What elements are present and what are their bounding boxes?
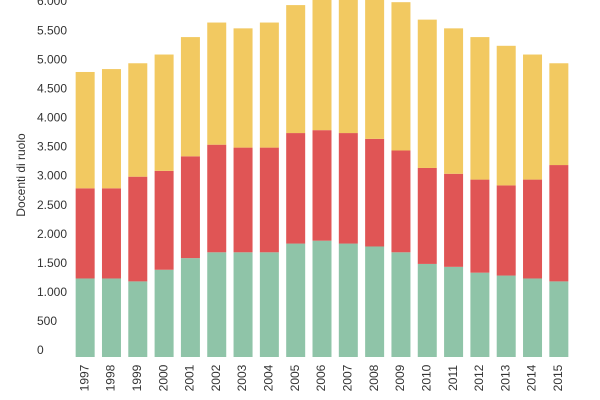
- bar-segment: [549, 281, 569, 357]
- bar-segment: [75, 71, 95, 189]
- bar-segment: [154, 54, 174, 171]
- bar-segment: [365, 246, 385, 357]
- bar-segment: [444, 266, 464, 357]
- y-axis-label: Docenti di ruolo: [14, 133, 28, 217]
- x-tick-label: 2014: [525, 364, 539, 391]
- bar-segment: [496, 275, 516, 357]
- bar-segment: [523, 54, 543, 180]
- bar-segment: [207, 144, 227, 253]
- bar-segment: [417, 263, 437, 357]
- bar-segment: [180, 258, 200, 357]
- x-tick-label: 2010: [419, 364, 433, 391]
- bar-segment: [75, 278, 95, 357]
- bar-segment: [365, 138, 385, 247]
- y-tick-label: 5.500: [37, 23, 67, 37]
- x-tick-label: 2002: [209, 364, 223, 391]
- bar-segment: [444, 28, 464, 174]
- bar-segment: [523, 179, 543, 279]
- y-tick-label: 2.000: [37, 227, 67, 241]
- bar-segment: [101, 69, 121, 189]
- y-tick-label: 0: [37, 343, 44, 357]
- y-tick-label: 1.000: [37, 285, 67, 299]
- bar-segment: [286, 243, 306, 357]
- x-tick-label: 1999: [130, 364, 144, 391]
- y-tick-label: 5.000: [37, 52, 67, 66]
- y-tick-label: 4.500: [37, 81, 67, 95]
- x-tick-label: 1997: [77, 364, 91, 391]
- bar-segment: [312, 0, 332, 131]
- y-tick-label: 1.500: [37, 256, 67, 270]
- x-tick-label: 2013: [498, 364, 512, 391]
- bar-segment: [101, 278, 121, 357]
- y-tick-label: 6.000: [37, 0, 67, 8]
- y-tick-label: 3.500: [37, 140, 67, 154]
- bar-segment: [286, 133, 306, 244]
- bar-segment: [207, 22, 227, 145]
- bar-segment: [128, 176, 148, 282]
- bar-segment: [101, 188, 121, 279]
- x-tick-label: 2015: [551, 364, 565, 391]
- x-tick-label: 2003: [235, 364, 249, 391]
- bar-segment: [180, 156, 200, 259]
- bar-segment: [338, 133, 358, 244]
- x-tick-label: 2005: [288, 364, 302, 391]
- bar-segment: [154, 269, 174, 357]
- y-tick-label: 2.500: [37, 198, 67, 212]
- y-tick-label: 500: [37, 314, 57, 328]
- bar-segment: [154, 170, 174, 270]
- bar-segment: [338, 0, 358, 134]
- x-tick-label: 2007: [340, 364, 354, 391]
- bar-segment: [259, 147, 279, 253]
- bar-segment: [417, 167, 437, 264]
- x-tick-label: 2008: [367, 364, 381, 391]
- bar-segment: [417, 19, 437, 168]
- bar-segment: [312, 130, 332, 241]
- y-tick-label: 4.000: [37, 111, 67, 125]
- bar-segment: [180, 37, 200, 157]
- bar-segment: [338, 243, 358, 357]
- y-tick-label: 3.000: [37, 169, 67, 183]
- x-tick-label: 2006: [314, 364, 328, 391]
- bar-segment: [470, 272, 490, 357]
- x-tick-label: 2001: [183, 364, 197, 391]
- bar-segment: [233, 252, 253, 357]
- bar-segment: [391, 150, 411, 253]
- bar-segment: [233, 28, 253, 148]
- bar-segment: [496, 185, 516, 276]
- bar-segment: [496, 45, 516, 186]
- bar-segment: [549, 165, 569, 282]
- bar-segment: [75, 188, 95, 279]
- x-tick-label: 2011: [446, 365, 460, 391]
- x-tick-label: 2009: [393, 364, 407, 391]
- bar-segment: [549, 63, 569, 166]
- bar-segment: [286, 5, 306, 134]
- bar-segment: [207, 252, 227, 357]
- bar-segment: [128, 63, 148, 177]
- bar-segment: [391, 2, 411, 151]
- bar-segment: [470, 37, 490, 180]
- bar-segment: [444, 173, 464, 267]
- bar-segment: [259, 252, 279, 357]
- x-tick-label: 2012: [472, 364, 486, 391]
- x-tick-label: 2004: [262, 364, 276, 391]
- bar-segment: [128, 281, 148, 357]
- bar-segment: [470, 179, 490, 273]
- x-tick-label: 2000: [156, 364, 170, 391]
- bar-segment: [391, 252, 411, 357]
- x-tick-label: 1998: [104, 364, 118, 391]
- bar-segment: [312, 240, 332, 357]
- bar-segment: [233, 147, 253, 253]
- bar-segment: [523, 278, 543, 357]
- bar-segment: [259, 22, 279, 148]
- bar-segment: [365, 0, 385, 139]
